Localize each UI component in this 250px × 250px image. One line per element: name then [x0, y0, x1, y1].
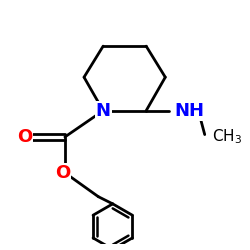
Text: CH$_3$: CH$_3$ [212, 128, 242, 146]
Text: N: N [96, 102, 111, 120]
Text: O: O [55, 164, 70, 182]
Text: O: O [17, 128, 32, 146]
Text: NH: NH [174, 102, 204, 120]
